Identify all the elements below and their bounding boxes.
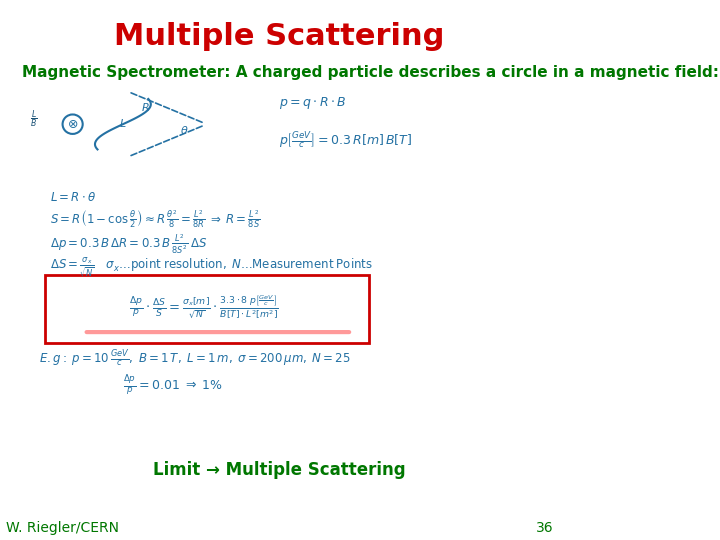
Text: $S = R\left(1-\cos\frac{\theta}{2}\right) \approx R\,\frac{\theta^2}{8} = \frac{: $S = R\left(1-\cos\frac{\theta}{2}\right…	[50, 208, 261, 230]
Text: Limit → Multiple Scattering: Limit → Multiple Scattering	[153, 461, 405, 479]
Text: $E.g:\; p=10\,\frac{GeV}{c},\; B=1\,T,\; L=1\,m,\; \sigma=200\,\mu m,\; N=25$: $E.g:\; p=10\,\frac{GeV}{c},\; B=1\,T,\;…	[39, 349, 351, 369]
Text: $\Delta S = \frac{\sigma_x}{\sqrt{N}} \quad \sigma_x \ldots \mathrm{point\;resol: $\Delta S = \frac{\sigma_x}{\sqrt{N}} \q…	[50, 255, 373, 279]
Text: $\otimes$: $\otimes$	[67, 118, 78, 131]
Text: $\frac{\Delta p}{p} = 0.01 \;\Rightarrow\; 1\%$: $\frac{\Delta p}{p} = 0.01 \;\Rightarrow…	[123, 374, 222, 399]
Text: $\frac{\Delta p}{p} \cdot \frac{\Delta S}{S} = \frac{\sigma_x[m]}{\sqrt{N}} \cdo: $\frac{\Delta p}{p} \cdot \frac{\Delta S…	[129, 294, 279, 321]
Text: $p = q \cdot R \cdot B$: $p = q \cdot R \cdot B$	[279, 94, 347, 111]
Text: L: L	[120, 119, 126, 129]
Text: 36: 36	[536, 521, 553, 535]
Text: $\frac{L}{B}$: $\frac{L}{B}$	[30, 108, 37, 130]
Text: Multiple Scattering: Multiple Scattering	[114, 22, 444, 51]
Text: $L = R \cdot \theta$: $L = R \cdot \theta$	[50, 191, 96, 204]
Text: W. Riegler/CERN: W. Riegler/CERN	[6, 521, 119, 535]
Text: $p\left[\frac{GeV}{c}\right] = 0.3\, R[m]\, B[T]$: $p\left[\frac{GeV}{c}\right] = 0.3\, R[m…	[279, 130, 413, 151]
FancyBboxPatch shape	[45, 275, 369, 343]
Text: R: R	[141, 103, 149, 113]
Text: $\Delta p = 0.3\,B\,\Delta R = 0.3\,B\,\frac{L^2}{8S^2}\,\Delta S$: $\Delta p = 0.3\,B\,\Delta R = 0.3\,B\,\…	[50, 232, 207, 256]
Text: Magnetic Spectrometer: A charged particle describes a circle in a magnetic field: Magnetic Spectrometer: A charged particl…	[22, 65, 719, 80]
Text: $\theta$: $\theta$	[180, 124, 189, 136]
